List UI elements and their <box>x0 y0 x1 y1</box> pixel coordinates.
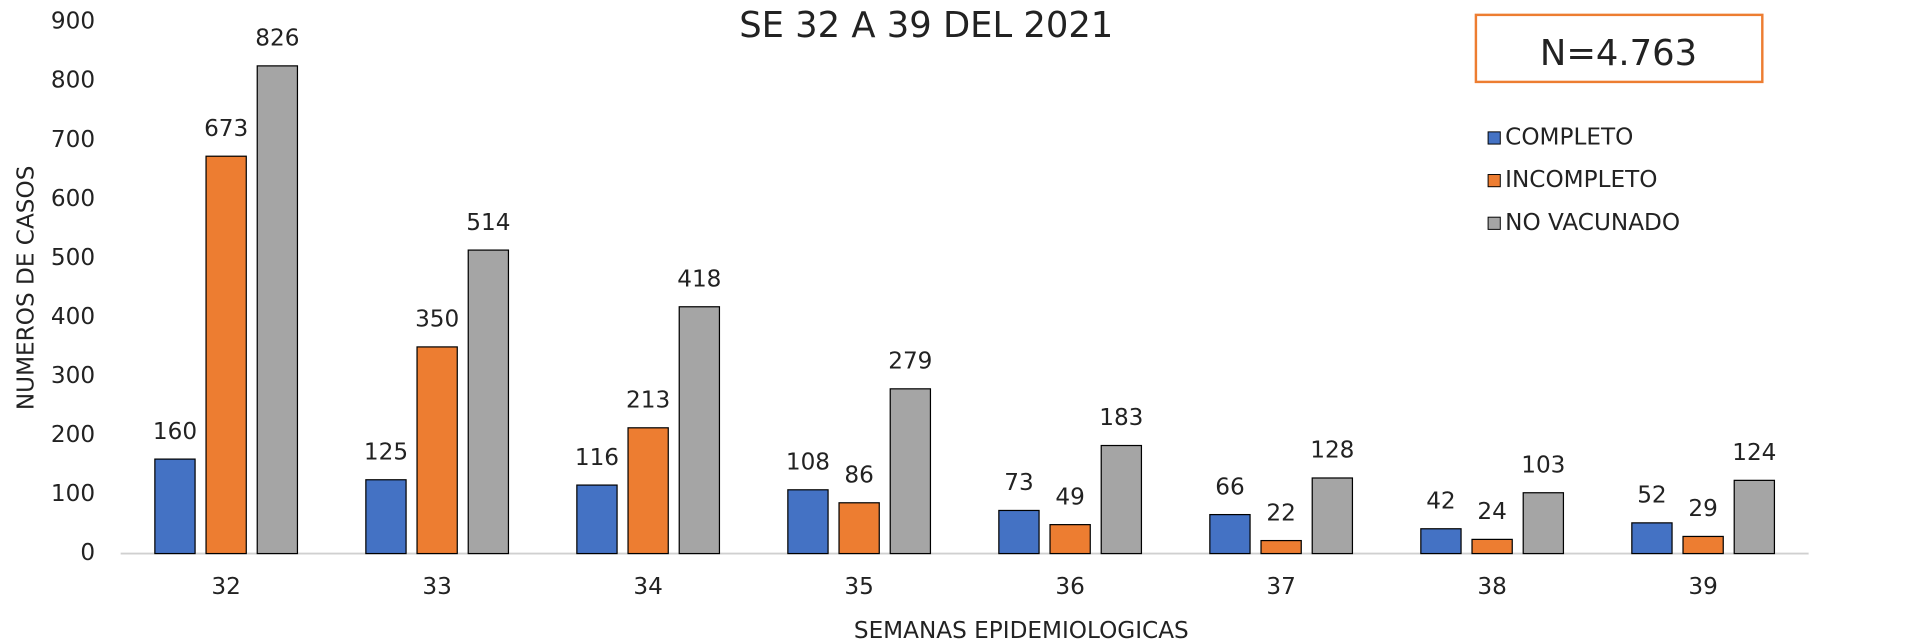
bar <box>1311 477 1354 555</box>
x-tick-label: 35 <box>844 574 873 600</box>
annotation: N=4.763 <box>1540 33 1697 74</box>
y-tick-label: 100 <box>51 481 95 507</box>
y-tick-label: 300 <box>51 363 95 389</box>
bar <box>154 458 196 555</box>
annotation-box <box>1474 13 1764 84</box>
x-tick-label: 36 <box>1055 574 1084 600</box>
data-label: 108 <box>786 449 830 475</box>
data-label: 29 <box>1688 496 1717 522</box>
data-label: 418 <box>677 266 721 292</box>
y-tick-label: 700 <box>51 127 95 153</box>
data-label: 183 <box>1099 405 1143 431</box>
x-tick-label: 33 <box>422 574 451 600</box>
data-label: 350 <box>415 307 459 333</box>
data-label: 128 <box>1310 438 1354 464</box>
data-label: 826 <box>255 26 299 52</box>
data-label: 514 <box>466 210 510 236</box>
y-tick-label: 400 <box>51 304 95 330</box>
bar <box>256 65 299 555</box>
data-label: 213 <box>626 387 670 413</box>
bar <box>576 484 618 555</box>
bar <box>1682 535 1724 555</box>
x-tick-label: 37 <box>1266 574 1295 600</box>
y-tick-label: 900 <box>51 9 95 35</box>
x-axis-title: SEMANAS EPIDEMIOLOGICAS <box>854 618 1189 644</box>
bar <box>1471 538 1513 555</box>
data-label: 279 <box>888 349 932 375</box>
x-tick-label: 39 <box>1688 574 1717 600</box>
bar <box>838 502 880 555</box>
y-tick-label: 0 <box>80 540 95 566</box>
y-axis-title: NUMEROS DE CASOS <box>13 166 39 411</box>
x-tick-label: 38 <box>1477 574 1506 600</box>
y-tick-label: 200 <box>51 422 95 448</box>
data-label: 125 <box>364 439 408 465</box>
bar <box>1631 522 1673 555</box>
y-tick-label: 500 <box>51 245 95 271</box>
legend-swatch <box>1487 131 1501 145</box>
chart-title: SE 32 A 39 DEL 2021 <box>739 5 1113 46</box>
data-label: 86 <box>844 462 873 488</box>
data-label: 66 <box>1215 474 1244 500</box>
data-label: 160 <box>153 419 197 445</box>
bar <box>1522 492 1565 555</box>
bar <box>627 427 669 555</box>
bar <box>467 249 510 555</box>
data-label: 116 <box>575 445 619 471</box>
data-label: 49 <box>1055 484 1084 510</box>
y-tick-label: 600 <box>51 186 95 212</box>
data-label: 42 <box>1426 488 1455 514</box>
bar <box>365 479 407 555</box>
legend-swatch <box>1487 174 1501 188</box>
bar <box>1100 444 1143 555</box>
bar <box>1420 528 1462 555</box>
bar <box>1260 539 1302 555</box>
legend-label: INCOMPLETO <box>1505 167 1657 193</box>
bar <box>416 346 458 555</box>
data-label: 73 <box>1004 470 1033 496</box>
legend-label: COMPLETO <box>1505 124 1633 150</box>
bar <box>787 489 829 555</box>
bar <box>678 306 721 555</box>
y-tick-label: 800 <box>51 68 95 94</box>
legend-label: NO VACUNADO <box>1505 210 1680 236</box>
data-label: 103 <box>1521 452 1565 478</box>
bar <box>1209 513 1251 555</box>
bar <box>889 388 932 555</box>
x-tick-label: 32 <box>211 574 240 600</box>
legend-swatch <box>1487 216 1501 230</box>
data-label: 24 <box>1477 499 1506 525</box>
bar <box>998 509 1040 555</box>
bar <box>205 155 247 555</box>
data-label: 52 <box>1637 483 1666 509</box>
bar <box>1733 479 1776 555</box>
data-label: 673 <box>204 116 248 142</box>
data-label: 124 <box>1732 440 1776 466</box>
data-label: 22 <box>1266 500 1295 526</box>
bar <box>1049 524 1091 555</box>
x-tick-label: 34 <box>633 574 662 600</box>
